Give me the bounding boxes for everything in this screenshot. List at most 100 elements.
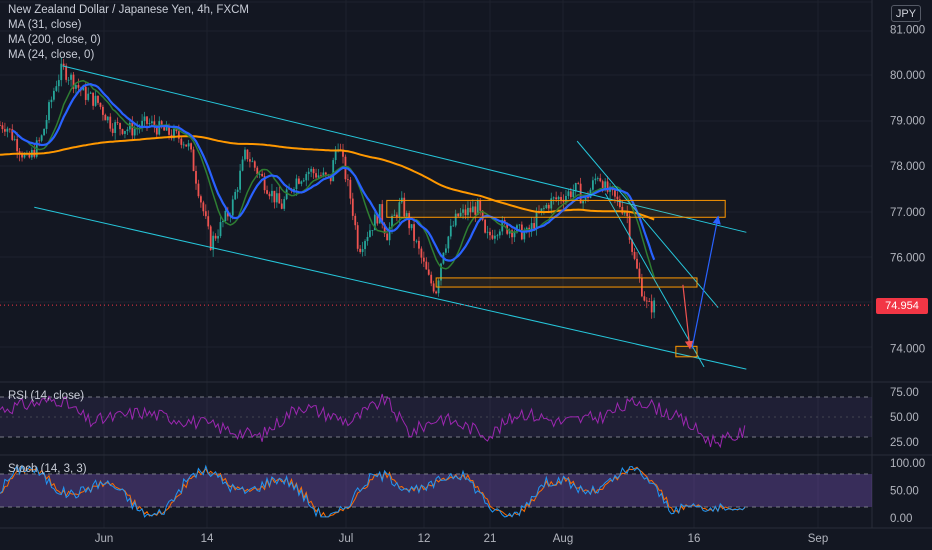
candle-body xyxy=(432,283,435,292)
candle-body xyxy=(53,90,55,100)
candle-body xyxy=(369,230,371,237)
candle-body xyxy=(317,175,320,178)
projection-up-arrow xyxy=(691,215,721,349)
candle-body xyxy=(373,214,376,231)
candle-body xyxy=(320,175,322,177)
candle-body xyxy=(310,168,313,172)
candle-body xyxy=(185,144,188,147)
candle-body xyxy=(513,232,516,238)
candle-body xyxy=(481,210,484,220)
candle-body xyxy=(476,200,479,215)
candle-body xyxy=(295,178,298,189)
legend-rsi[interactable]: RSI (14, close) xyxy=(8,390,85,402)
candle-body xyxy=(175,128,178,132)
candle-body xyxy=(315,173,317,178)
candle-body xyxy=(555,197,558,200)
candle-body xyxy=(422,257,425,262)
candle-body xyxy=(202,202,205,212)
candle-body xyxy=(359,248,362,252)
candle-body xyxy=(530,223,533,232)
candle-body xyxy=(133,128,136,136)
candle-body xyxy=(278,193,281,204)
candle-body xyxy=(545,204,548,208)
candle-body xyxy=(1,125,4,130)
candle-body xyxy=(116,122,119,124)
candle-body xyxy=(16,139,19,152)
candle-body xyxy=(604,181,607,191)
candle-body xyxy=(111,128,114,133)
candle-body xyxy=(99,102,102,107)
candle-body xyxy=(491,235,494,239)
legend-ma31[interactable]: MA (31, close) xyxy=(8,19,82,31)
channel-lower-line xyxy=(34,206,747,370)
legend-ma24[interactable]: MA (24, close, 0) xyxy=(8,49,95,61)
candle-body xyxy=(4,129,6,132)
candle-body xyxy=(457,213,460,217)
candle-body xyxy=(214,235,217,239)
candle-body xyxy=(45,120,48,129)
rsi-line xyxy=(0,393,746,449)
candle-body xyxy=(418,240,420,249)
candle-body xyxy=(89,92,92,94)
candle-body xyxy=(560,196,562,201)
candle-body xyxy=(312,168,315,174)
candle-body xyxy=(173,128,175,139)
candle-body xyxy=(246,149,249,160)
candle-body xyxy=(94,95,97,106)
candle-body xyxy=(224,210,227,222)
last-price-label: 74.954 xyxy=(876,298,928,314)
candle-body xyxy=(543,207,545,209)
candle-body xyxy=(376,214,379,224)
candle-body xyxy=(596,178,599,180)
rsi-tick-label: 50.00 xyxy=(890,412,919,424)
candle-body xyxy=(459,212,462,217)
stoch-k-line xyxy=(0,464,746,518)
legend-ma200[interactable]: MA (200, close, 0) xyxy=(8,34,101,46)
candle-body xyxy=(430,274,433,284)
candle-body xyxy=(153,121,156,128)
candle-body xyxy=(57,80,60,87)
currency-button[interactable]: JPY xyxy=(891,5,921,22)
candle-body xyxy=(386,233,388,241)
candle-body xyxy=(165,124,168,131)
candle-body xyxy=(280,203,283,209)
candle-body xyxy=(396,214,398,218)
time-axis: Jun 14 Jul 12 21 Aug 16 Sep xyxy=(95,533,829,545)
candle-body xyxy=(486,231,489,233)
legend-stoch[interactable]: Stoch (14, 3, 3) xyxy=(8,463,87,475)
falling-channel-lower-line xyxy=(604,193,705,368)
candle-body xyxy=(579,183,582,204)
candle-body xyxy=(550,198,553,209)
candle-body xyxy=(435,291,437,294)
candle-body xyxy=(212,235,215,250)
candle-body xyxy=(565,195,567,202)
candle-body xyxy=(261,173,264,177)
candle-body xyxy=(302,180,305,182)
candle-body xyxy=(631,239,633,252)
candle-body xyxy=(618,199,621,207)
candle-body xyxy=(616,196,619,200)
candle-body xyxy=(464,209,467,216)
candle-body xyxy=(258,173,261,175)
candle-body xyxy=(324,172,327,175)
candle-body xyxy=(621,206,624,214)
candle-body xyxy=(462,209,464,213)
candle-body xyxy=(408,213,411,229)
candle-body xyxy=(427,269,430,275)
candle-body xyxy=(347,179,349,181)
candle-body xyxy=(393,214,396,216)
candle-body xyxy=(594,178,597,181)
candle-body xyxy=(38,140,41,142)
candle-body xyxy=(643,296,646,301)
candle-body xyxy=(23,154,26,158)
candle-body xyxy=(496,235,499,237)
resistance-zone xyxy=(386,199,726,218)
candle-body xyxy=(207,216,210,227)
support-zone xyxy=(435,277,698,288)
candle-body xyxy=(121,129,124,134)
candle-body xyxy=(155,127,158,135)
candle-body xyxy=(48,102,50,121)
price-tick-label: 81.000 xyxy=(890,24,925,36)
time-tick-label: Aug xyxy=(553,533,573,545)
candle-body xyxy=(388,227,391,241)
